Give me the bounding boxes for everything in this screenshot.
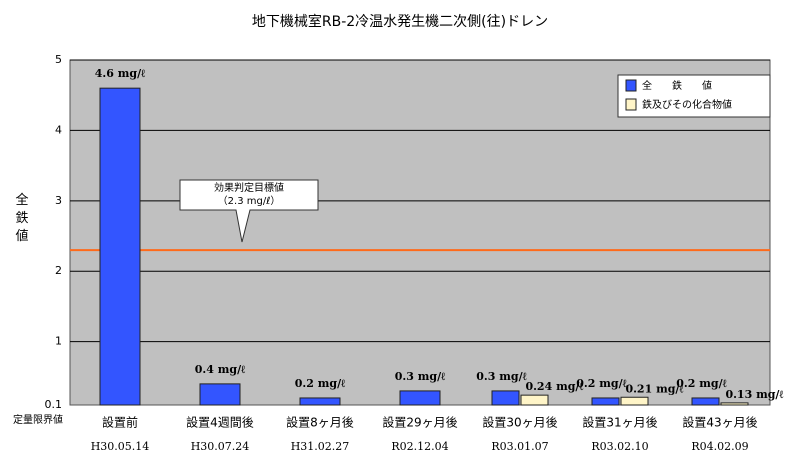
x-tick-label: 設置31ヶ月後 — [582, 415, 657, 430]
x-tick-label: 設置30ヶ月後 — [482, 415, 557, 430]
x-tick-label: 設置前 — [102, 415, 138, 430]
x-date-label: R02.12.04 — [391, 440, 448, 453]
x-tick-label: 設置29ヶ月後 — [382, 415, 457, 430]
x-date-label: R03.02.10 — [591, 440, 648, 453]
value-label: 0.3 mg/ℓ — [476, 370, 527, 383]
x-date-label: H30.05.14 — [91, 440, 150, 453]
y-axis-label: 全鉄値 — [15, 192, 28, 244]
x-date-label: R04.02.09 — [691, 440, 748, 453]
value-label: 0.2 mg/ℓ — [295, 377, 346, 390]
value-label: 0.2 mg/ℓ — [676, 377, 727, 390]
value-label: 0.13 mg/ℓ — [725, 388, 784, 401]
legend-box — [617, 74, 771, 118]
x-tick-label: 設置8ヶ月後 — [286, 415, 354, 430]
y-tick-label: 2 — [55, 264, 62, 277]
y-tick-label: 1 — [55, 335, 62, 348]
target-text: 効果判定目標値 — [214, 181, 284, 194]
bar — [591, 397, 620, 406]
bar — [399, 390, 441, 406]
legend-swatch — [625, 98, 637, 111]
value-label: 0.21 mg/ℓ — [625, 382, 684, 395]
legend-label: 全 鉄 値 — [642, 79, 712, 92]
legend-swatch — [625, 79, 637, 92]
value-label: 0.3 mg/ℓ — [395, 370, 446, 383]
bar — [99, 87, 141, 406]
bar — [620, 396, 649, 406]
bar — [491, 390, 520, 406]
y-tick-label: 4 — [55, 123, 62, 136]
x-date-label: H31.02.27 — [291, 440, 350, 453]
bar — [520, 394, 549, 406]
x-date-label: H30.07.24 — [191, 440, 250, 453]
y-tick-label: 0.1 — [45, 398, 63, 411]
bar — [691, 397, 720, 406]
y-tick-label: 3 — [55, 194, 62, 207]
bar — [299, 397, 341, 406]
value-label: 0.24 mg/ℓ — [525, 380, 584, 393]
y-floor-label: 定量限界値 — [13, 413, 63, 426]
x-tick-label: 設置43ヶ月後 — [682, 415, 757, 430]
bar — [199, 383, 241, 406]
y-tick-label: 5 — [55, 53, 62, 66]
value-label: 0.4 mg/ℓ — [195, 363, 246, 376]
value-label: 4.6 mg/ℓ — [95, 67, 146, 80]
target-label: （2.3 mg/ℓ） — [218, 195, 281, 207]
chart-title: 地下機械室RB-2冷温水発生機二次側(往)ドレン — [252, 13, 548, 30]
value-label: 0.2 mg/ℓ — [576, 377, 627, 390]
bar — [720, 402, 749, 406]
callout — [179, 179, 319, 243]
x-date-label: R03.01.07 — [491, 440, 548, 453]
legend-label: 鉄及びその化合物値 — [642, 98, 732, 111]
x-tick-label: 設置4週間後 — [186, 415, 254, 430]
